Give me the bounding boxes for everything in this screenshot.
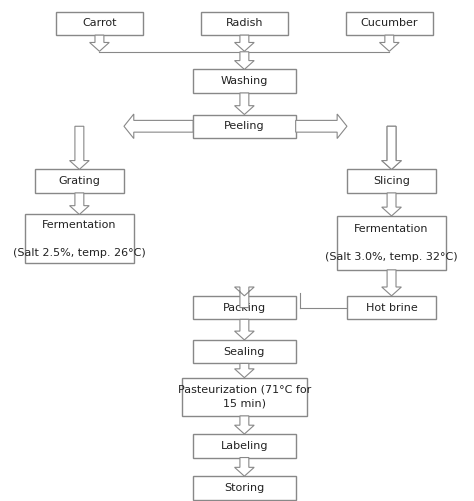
FancyBboxPatch shape	[193, 296, 296, 319]
FancyBboxPatch shape	[193, 70, 296, 93]
Text: Cucumber: Cucumber	[361, 19, 418, 29]
Text: Pasteurization (71°C for
15 min): Pasteurization (71°C for 15 min)	[178, 385, 311, 409]
Polygon shape	[70, 193, 89, 214]
Text: Grating: Grating	[58, 176, 100, 186]
FancyBboxPatch shape	[193, 340, 296, 363]
Text: Peeling: Peeling	[224, 121, 264, 131]
FancyBboxPatch shape	[347, 169, 436, 193]
Polygon shape	[70, 126, 89, 169]
FancyBboxPatch shape	[25, 214, 134, 264]
Text: Washing: Washing	[221, 76, 268, 86]
FancyBboxPatch shape	[337, 216, 446, 270]
Polygon shape	[235, 35, 254, 51]
FancyBboxPatch shape	[193, 476, 296, 499]
FancyBboxPatch shape	[182, 378, 307, 416]
Polygon shape	[235, 52, 254, 70]
Polygon shape	[124, 114, 193, 138]
Text: Fermentation

(Salt 2.5%, temp. 26°C): Fermentation (Salt 2.5%, temp. 26°C)	[13, 220, 146, 258]
Polygon shape	[235, 363, 254, 378]
Polygon shape	[235, 457, 254, 476]
FancyBboxPatch shape	[201, 12, 288, 35]
Text: Radish: Radish	[226, 19, 263, 29]
Text: Packing: Packing	[223, 303, 266, 313]
FancyBboxPatch shape	[56, 12, 143, 35]
Polygon shape	[90, 35, 109, 51]
FancyBboxPatch shape	[193, 115, 296, 138]
FancyBboxPatch shape	[346, 12, 433, 35]
Polygon shape	[235, 416, 254, 434]
Polygon shape	[235, 319, 254, 340]
Text: Fermentation

(Salt 3.0%, temp. 32°C): Fermentation (Salt 3.0%, temp. 32°C)	[325, 224, 458, 262]
Polygon shape	[235, 287, 254, 308]
Text: Slicing: Slicing	[373, 176, 410, 186]
Polygon shape	[382, 126, 401, 169]
FancyBboxPatch shape	[193, 434, 296, 457]
Text: Carrot: Carrot	[82, 19, 117, 29]
Polygon shape	[380, 35, 399, 51]
Text: Storing: Storing	[224, 483, 264, 493]
Text: Sealing: Sealing	[224, 347, 265, 357]
Text: Hot brine: Hot brine	[365, 303, 418, 313]
Polygon shape	[296, 114, 347, 138]
Polygon shape	[382, 193, 401, 216]
Polygon shape	[382, 126, 401, 169]
FancyBboxPatch shape	[35, 169, 124, 193]
Text: Labeling: Labeling	[220, 441, 268, 451]
Polygon shape	[235, 93, 254, 115]
Polygon shape	[382, 270, 401, 296]
FancyBboxPatch shape	[347, 296, 436, 319]
